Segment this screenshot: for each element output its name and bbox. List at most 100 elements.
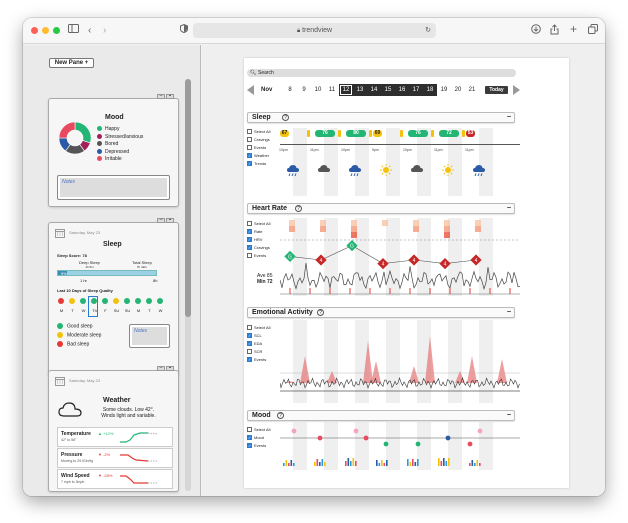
day-button[interactable]: 15 bbox=[381, 84, 395, 96]
checkbox-option[interactable]: Events bbox=[247, 253, 266, 259]
prev-week-button[interactable] bbox=[247, 85, 255, 95]
collapse-emotional-button[interactable]: − bbox=[506, 309, 511, 316]
sidebar-toggle-icon[interactable] bbox=[68, 24, 79, 38]
emotional-section-header: Emotional Activity ? − bbox=[247, 307, 515, 318]
checkbox-option[interactable]: ✓ Events bbox=[247, 443, 266, 449]
craving-diamond-label: 4 bbox=[444, 262, 447, 268]
checkbox[interactable]: ✓ bbox=[247, 435, 252, 441]
day-button[interactable]: 19 bbox=[440, 87, 448, 93]
next-week-button[interactable] bbox=[512, 85, 520, 95]
checkbox[interactable] bbox=[247, 349, 252, 355]
day-button[interactable]: 11 bbox=[328, 87, 336, 93]
new-pane-button[interactable]: New Pane + bbox=[49, 58, 94, 68]
panel-minimize-button[interactable]: – bbox=[157, 366, 165, 371]
help-icon[interactable]: ? bbox=[317, 309, 324, 316]
share-icon[interactable] bbox=[550, 24, 559, 40]
checkbox[interactable]: ✓ bbox=[247, 333, 252, 339]
craving-heat-cell bbox=[320, 226, 326, 232]
day-button[interactable]: 13 bbox=[353, 84, 367, 96]
collapse-mood-button[interactable]: − bbox=[506, 412, 511, 419]
day-button[interactable]: 20 bbox=[454, 87, 462, 93]
new-tab-icon[interactable]: + bbox=[570, 22, 578, 36]
checkbox[interactable]: ✓ bbox=[247, 341, 252, 347]
day-button[interactable]: 8 bbox=[288, 87, 292, 93]
checkbox[interactable]: ✓ bbox=[247, 153, 252, 159]
mood-panel-title: Mood bbox=[105, 114, 124, 121]
reload-icon[interactable]: ↻ bbox=[425, 27, 431, 34]
sleep-quality-dot bbox=[135, 298, 141, 304]
selected-day-highlight[interactable] bbox=[88, 296, 98, 317]
day-button[interactable]: 9 bbox=[302, 87, 306, 93]
day-button[interactable]: 21 bbox=[468, 87, 476, 93]
checkbox-option[interactable]: ✓ Rate bbox=[247, 229, 262, 235]
checkbox[interactable] bbox=[247, 129, 252, 135]
help-icon[interactable]: ? bbox=[282, 114, 289, 121]
checkbox[interactable]: ✓ bbox=[247, 443, 252, 449]
address-bar[interactable]: 🔒︎ trendview ↻ bbox=[193, 23, 436, 38]
tab-overview-icon[interactable] bbox=[588, 24, 598, 39]
zoom-window-button[interactable] bbox=[53, 27, 60, 34]
day-button[interactable]: 16 bbox=[395, 84, 409, 96]
checkbox-option[interactable]: ✓ EDA bbox=[247, 341, 262, 347]
sleep-score-pill: 69 bbox=[373, 130, 382, 137]
checkbox-option[interactable]: Select All bbox=[247, 427, 270, 433]
panel-close-button[interactable]: ▪ bbox=[166, 218, 174, 223]
checkbox[interactable] bbox=[247, 137, 252, 143]
mood-notes-field[interactable]: Notes bbox=[57, 175, 170, 200]
checkbox-option[interactable]: ✓ Events bbox=[247, 357, 266, 363]
help-icon[interactable]: ? bbox=[295, 205, 302, 212]
craving-diamond-label: 4 bbox=[382, 262, 385, 268]
checkbox-option[interactable]: Select All bbox=[247, 221, 270, 227]
checkbox[interactable]: ✓ bbox=[247, 161, 252, 167]
back-icon[interactable]: ‹ bbox=[88, 25, 92, 36]
checkbox[interactable]: ✓ bbox=[247, 357, 252, 363]
day-button[interactable]: 17 bbox=[409, 84, 423, 96]
checkbox-option[interactable]: ✓ Trends bbox=[247, 161, 266, 167]
weather-row: Pressure Moving to 29.91inHg ▼ -2% bbox=[57, 448, 173, 468]
checkbox-option[interactable]: ✓ Mood bbox=[247, 435, 264, 441]
search-input[interactable]: 🔍︎ Search bbox=[247, 69, 516, 77]
collapse-sleep-button[interactable]: − bbox=[506, 114, 511, 121]
checkbox[interactable] bbox=[247, 325, 252, 331]
close-window-button[interactable] bbox=[31, 27, 38, 34]
checkbox-option[interactable]: Cravings bbox=[247, 137, 270, 143]
panel-close-button[interactable]: ▪ bbox=[166, 94, 174, 99]
checkbox[interactable] bbox=[247, 427, 252, 433]
panel-minimize-button[interactable]: – bbox=[157, 218, 165, 223]
checkbox-option[interactable]: ✓ HRV bbox=[247, 237, 262, 243]
day-button[interactable]: 18 bbox=[423, 84, 437, 96]
help-icon[interactable]: ? bbox=[277, 412, 284, 419]
day-button[interactable]: 14 bbox=[367, 84, 381, 96]
checkbox-option[interactable]: ✓ SCL bbox=[247, 333, 262, 339]
checkbox[interactable] bbox=[247, 221, 252, 227]
checkbox[interactable] bbox=[247, 253, 252, 259]
checkbox[interactable] bbox=[247, 145, 252, 151]
mood-event-bar bbox=[407, 459, 409, 466]
day-button[interactable]: 12 bbox=[339, 84, 353, 96]
download-icon[interactable] bbox=[531, 24, 541, 39]
panel-minimize-button[interactable]: – bbox=[157, 94, 165, 99]
mood-legend-label: Irritable bbox=[105, 156, 122, 162]
checkbox[interactable]: ✓ bbox=[247, 229, 252, 235]
left-scrollbar[interactable] bbox=[185, 79, 191, 491]
checkbox[interactable]: ✓ bbox=[247, 245, 252, 251]
privacy-shield-icon[interactable] bbox=[180, 23, 188, 38]
checkbox-option[interactable]: ✓ Cravings bbox=[247, 245, 270, 251]
today-button[interactable]: Today bbox=[485, 86, 508, 94]
mood-legend-item: Bored bbox=[97, 141, 118, 147]
scl-line bbox=[280, 377, 520, 389]
left-scrollbar-thumb[interactable] bbox=[185, 79, 191, 317]
checkbox-option[interactable]: Select All bbox=[247, 129, 270, 135]
sleep-notes-field[interactable]: Notes bbox=[129, 324, 170, 348]
day-button[interactable]: 10 bbox=[314, 87, 322, 93]
checkbox-option[interactable]: Events bbox=[247, 145, 266, 151]
checkbox-option[interactable]: Select All bbox=[247, 325, 270, 331]
checkbox[interactable]: ✓ bbox=[247, 237, 252, 243]
checkbox-option[interactable]: SCR bbox=[247, 349, 262, 355]
minimize-window-button[interactable] bbox=[42, 27, 49, 34]
collapse-heart-rate-button[interactable]: − bbox=[506, 205, 511, 212]
eda-peak bbox=[327, 371, 337, 383]
panel-close-button[interactable]: ▪ bbox=[166, 366, 174, 371]
forward-icon[interactable]: › bbox=[103, 25, 107, 36]
checkbox-option[interactable]: ✓ Weather bbox=[247, 153, 269, 159]
